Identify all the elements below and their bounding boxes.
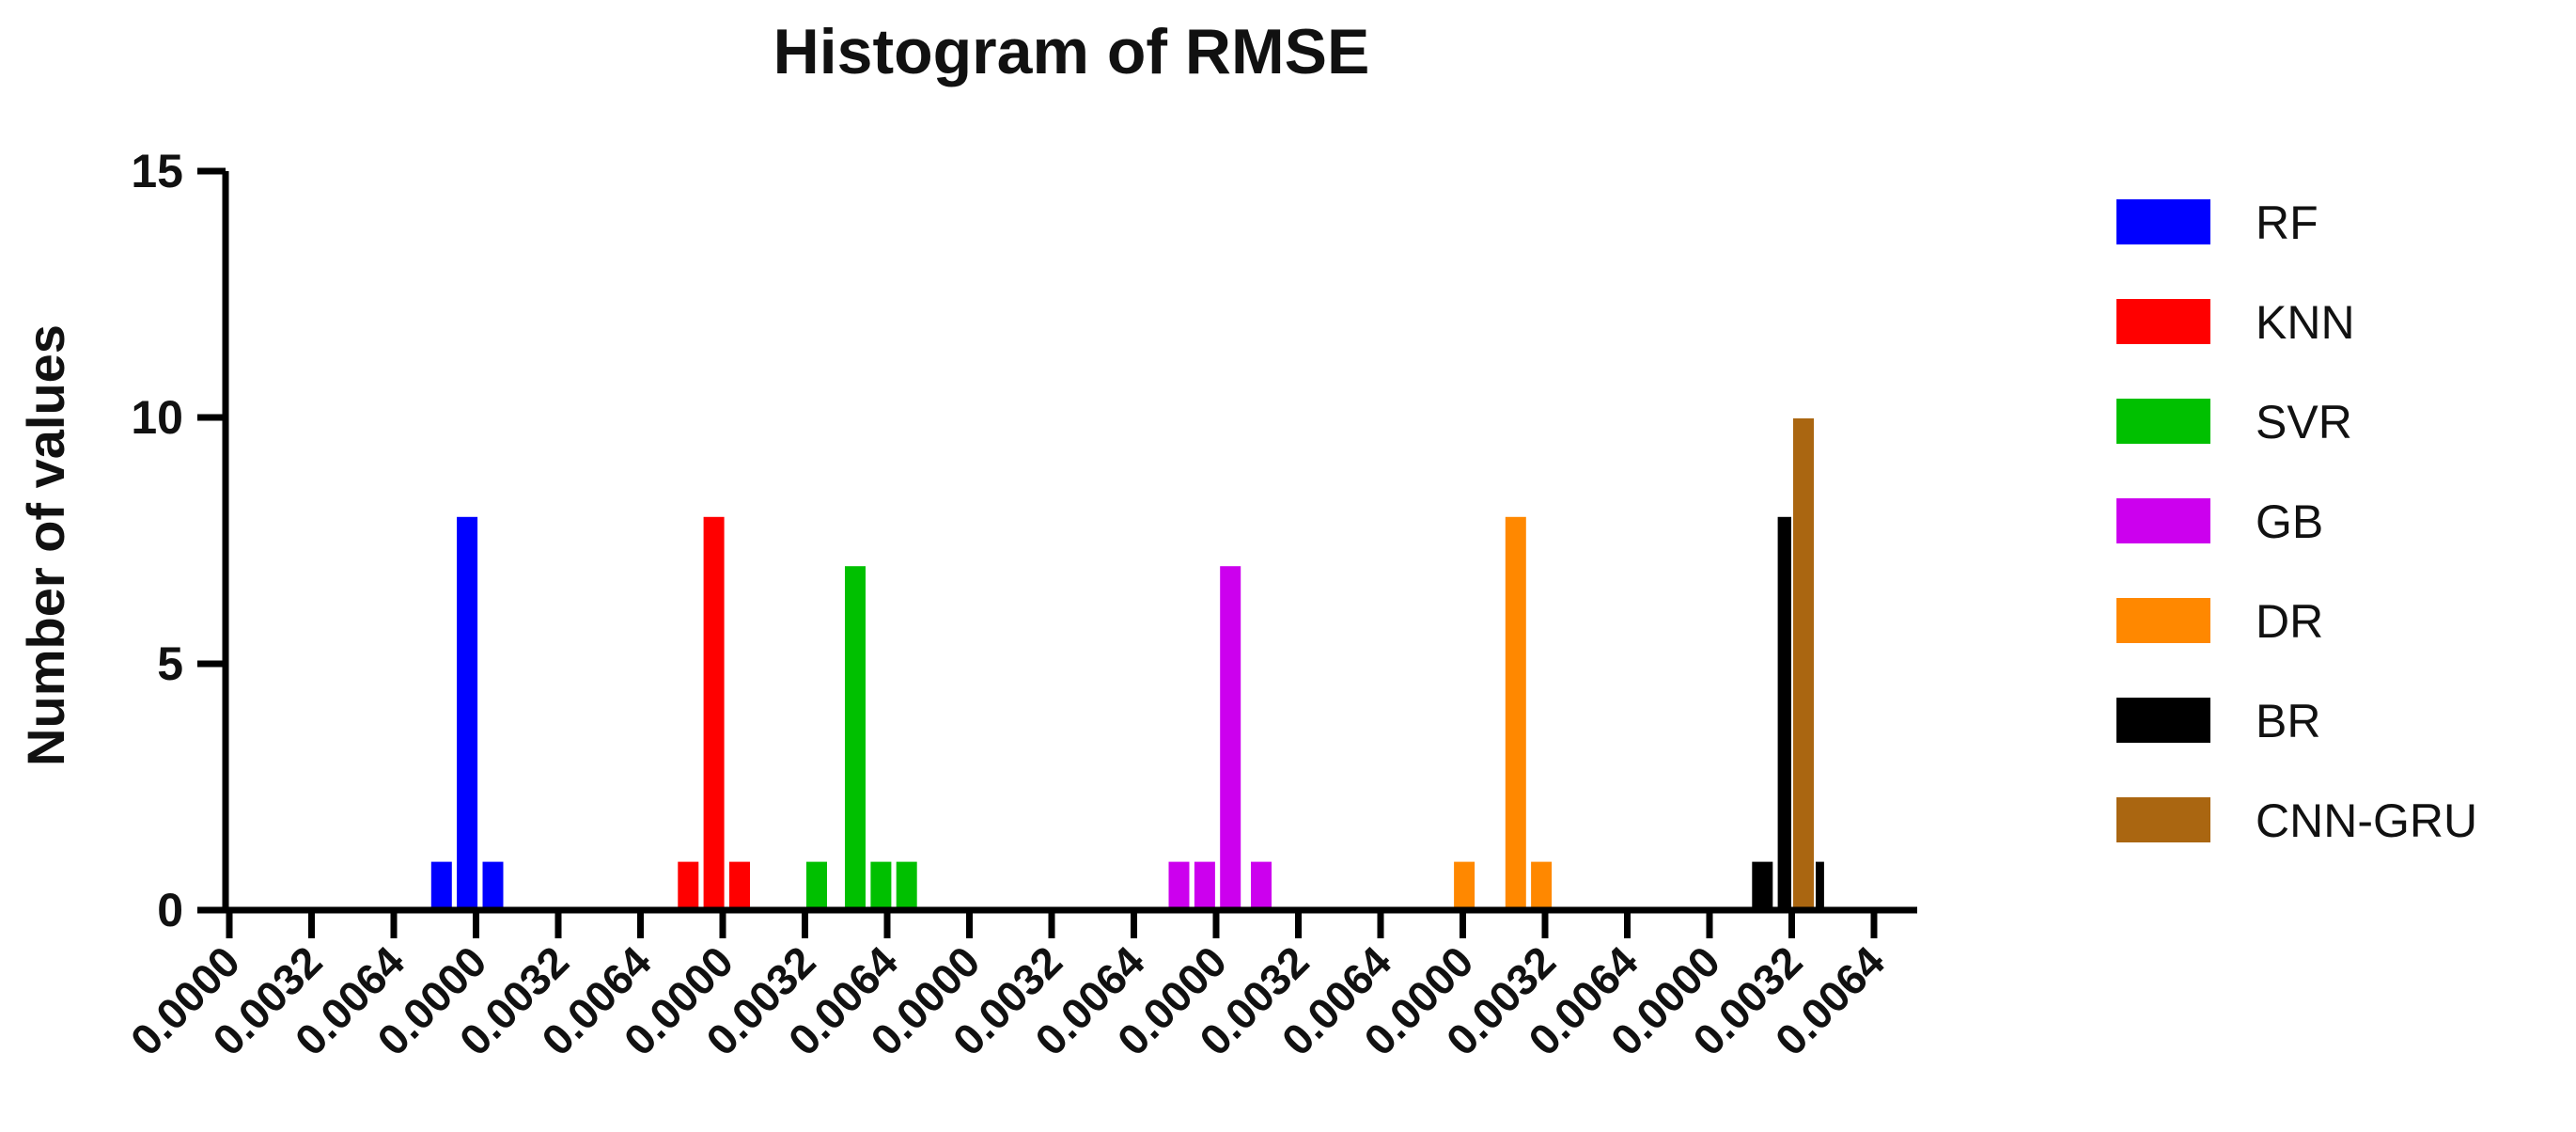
series-knn (676, 514, 752, 911)
bar-knn-1 (701, 514, 726, 911)
legend-swatch-dr (2116, 598, 2210, 643)
plot-area: 0510150.00000.00320.00640.00000.00320.00… (121, 145, 1917, 1065)
legend-label-br: BR (2256, 695, 2320, 747)
y-tick-label-3: 15 (131, 145, 183, 197)
bar-br-0 (1750, 859, 1775, 911)
bar-svr-0 (804, 859, 829, 911)
legend-label-rf: RF (2256, 197, 2318, 249)
series-svr (804, 564, 919, 911)
bar-rf-1 (455, 514, 480, 911)
legend-label-svr: SVR (2256, 396, 2352, 448)
legend-swatch-svr (2116, 399, 2210, 444)
legend-label-gb: GB (2256, 495, 2323, 548)
series-gb (1166, 564, 1273, 911)
legend-label-cnn-gru: CNN-GRU (2256, 794, 2477, 847)
bar-knn-2 (727, 859, 752, 911)
y-tick-label-2: 10 (131, 391, 183, 444)
bar-gb-0 (1166, 859, 1192, 911)
bar-knn-0 (676, 859, 701, 911)
y-tick-label-0: 0 (157, 884, 183, 936)
bar-cnn-gru-0 (1791, 417, 1816, 911)
legend-swatch-br (2116, 698, 2210, 743)
bar-rf-2 (480, 859, 506, 911)
legend-label-knn: KNN (2256, 296, 2355, 349)
bar-gb-2 (1218, 564, 1243, 911)
legend-swatch-gb (2116, 498, 2210, 543)
bar-dr-2 (1529, 859, 1554, 911)
bar-gb-3 (1249, 859, 1273, 911)
legend-label-dr: DR (2256, 595, 2323, 648)
chart-title: Histogram of RMSE (773, 16, 1370, 87)
series-cnn-gru (1791, 417, 1816, 911)
y-tick-label-1: 5 (157, 637, 183, 690)
bar-rf-0 (429, 859, 454, 911)
bar-gb-1 (1192, 859, 1217, 911)
bar-svr-1 (843, 564, 867, 911)
legend-swatch-rf (2116, 199, 2210, 244)
series-rf (429, 514, 506, 911)
y-axis-label: Number of values (16, 324, 75, 766)
bar-svr-3 (894, 859, 919, 911)
legend: RF KNN SVR GB DR BR CNN-GRU (2116, 197, 2477, 847)
series-dr (1452, 514, 1554, 911)
legend-swatch-cnn-gru (2116, 797, 2210, 842)
legend-swatch-knn (2116, 299, 2210, 344)
bar-dr-0 (1452, 859, 1477, 911)
bar-svr-2 (868, 859, 894, 911)
bar-dr-1 (1503, 514, 1528, 911)
